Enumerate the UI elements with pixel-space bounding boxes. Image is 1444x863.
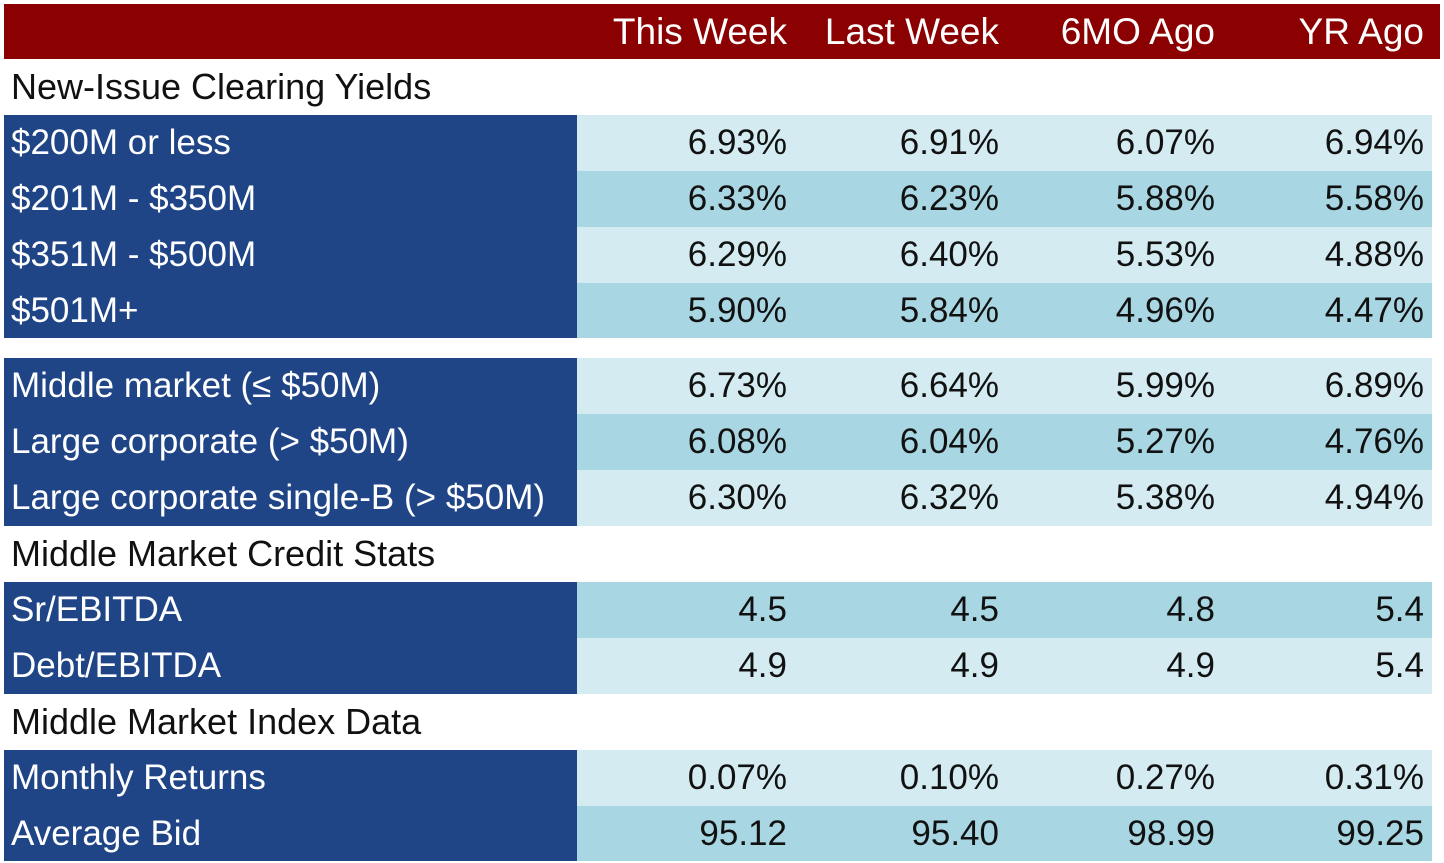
- cell-6mo-ago: 5.88%: [999, 170, 1215, 227]
- table-row: $200M or less 6.93% 6.91% 6.07% 6.94%: [4, 114, 1440, 171]
- cell-last-week: 4.5: [787, 582, 999, 638]
- cell-yr-ago: 4.94%: [1215, 470, 1432, 527]
- cell-last-week: 5.84%: [787, 282, 999, 339]
- cell-last-week: 6.32%: [787, 470, 999, 527]
- row-label: Sr/EBITDA: [4, 582, 577, 638]
- row-label: Monthly Returns: [4, 749, 577, 806]
- row-label: Average Bid: [4, 805, 577, 862]
- cell-this-week: 0.07%: [577, 749, 787, 806]
- section-title-index-data: Middle Market Index Data: [4, 693, 1440, 750]
- cell-6mo-ago: 4.96%: [999, 282, 1215, 339]
- cell-yr-ago: 5.4: [1215, 637, 1432, 694]
- cell-this-week: 6.33%: [577, 170, 787, 227]
- row-label: Large corporate single-B (> $50M): [4, 470, 577, 527]
- table-row: Sr/EBITDA 4.5 4.5 4.8 5.4: [4, 582, 1440, 638]
- cell-last-week: 6.04%: [787, 414, 999, 471]
- cell-this-week: 6.08%: [577, 414, 787, 471]
- cell-6mo-ago: 98.99: [999, 805, 1215, 862]
- cell-6mo-ago: 6.07%: [999, 114, 1215, 171]
- cell-last-week: 6.23%: [787, 170, 999, 227]
- section-title-credit-stats: Middle Market Credit Stats: [4, 526, 1440, 583]
- loan-yields-table: This Week Last Week 6MO Ago YR Ago New-I…: [4, 4, 1440, 862]
- section-title-new-issue: New-Issue Clearing Yields: [4, 59, 1440, 115]
- cell-yr-ago: 6.89%: [1215, 358, 1432, 415]
- cell-this-week: 4.5: [577, 582, 787, 638]
- table-row: $351M - $500M 6.29% 6.40% 5.53% 4.88%: [4, 226, 1440, 283]
- table-row: Large corporate single-B (> $50M) 6.30% …: [4, 470, 1440, 527]
- cell-this-week: 6.29%: [577, 226, 787, 283]
- cell-yr-ago: 5.58%: [1215, 170, 1432, 227]
- table-row: Large corporate (> $50M) 6.08% 6.04% 5.2…: [4, 414, 1440, 471]
- cell-yr-ago: 4.47%: [1215, 282, 1432, 339]
- cell-6mo-ago: 0.27%: [999, 749, 1215, 806]
- header-row: This Week Last Week 6MO Ago YR Ago: [4, 4, 1440, 59]
- cell-last-week: 6.64%: [787, 358, 999, 415]
- cell-yr-ago: 0.31%: [1215, 749, 1432, 806]
- table-row: Monthly Returns 0.07% 0.10% 0.27% 0.31%: [4, 749, 1440, 806]
- table-row: Debt/EBITDA 4.9 4.9 4.9 5.4: [4, 637, 1440, 694]
- cell-this-week: 4.9: [577, 637, 787, 694]
- cell-yr-ago: 4.88%: [1215, 226, 1432, 283]
- row-label: Middle market (≤ $50M): [4, 358, 577, 415]
- cell-6mo-ago: 5.53%: [999, 226, 1215, 283]
- cell-yr-ago: 4.76%: [1215, 414, 1432, 471]
- col-header-last-week: Last Week: [824, 10, 999, 52]
- cell-yr-ago: 6.94%: [1215, 114, 1432, 171]
- cell-6mo-ago: 5.99%: [999, 358, 1215, 415]
- section-spacer: [4, 338, 1440, 358]
- cell-this-week: 5.90%: [577, 282, 787, 339]
- row-label: Large corporate (> $50M): [4, 414, 577, 471]
- cell-last-week: 6.91%: [787, 114, 999, 171]
- cell-last-week: 95.40: [787, 805, 999, 862]
- row-label: Debt/EBITDA: [4, 637, 577, 694]
- col-header-this-week: This Week: [612, 10, 787, 52]
- table-row: Average Bid 95.12 95.40 98.99 99.25: [4, 805, 1440, 862]
- cell-6mo-ago: 4.9: [999, 637, 1215, 694]
- header-corner: [4, 4, 577, 59]
- cell-this-week: 6.93%: [577, 114, 787, 171]
- row-label: $501M+: [4, 282, 577, 339]
- col-header-yr-ago: YR Ago: [1298, 10, 1424, 52]
- cell-this-week: 95.12: [577, 805, 787, 862]
- row-label: $201M - $350M: [4, 170, 577, 227]
- cell-this-week: 6.73%: [577, 358, 787, 415]
- cell-6mo-ago: 5.38%: [999, 470, 1215, 527]
- table-row: $201M - $350M 6.33% 6.23% 5.88% 5.58%: [4, 170, 1440, 227]
- cell-6mo-ago: 5.27%: [999, 414, 1215, 471]
- cell-this-week: 6.30%: [577, 470, 787, 527]
- col-header-6mo-ago: 6MO Ago: [1060, 10, 1215, 52]
- cell-yr-ago: 99.25: [1215, 805, 1432, 862]
- row-label: $200M or less: [4, 114, 577, 171]
- table-row: Middle market (≤ $50M) 6.73% 6.64% 5.99%…: [4, 358, 1440, 415]
- cell-yr-ago: 5.4: [1215, 582, 1432, 638]
- cell-last-week: 6.40%: [787, 226, 999, 283]
- cell-last-week: 4.9: [787, 637, 999, 694]
- row-label: $351M - $500M: [4, 226, 577, 283]
- table-row: $501M+ 5.90% 5.84% 4.96% 4.47%: [4, 282, 1440, 339]
- cell-6mo-ago: 4.8: [999, 582, 1215, 638]
- cell-last-week: 0.10%: [787, 749, 999, 806]
